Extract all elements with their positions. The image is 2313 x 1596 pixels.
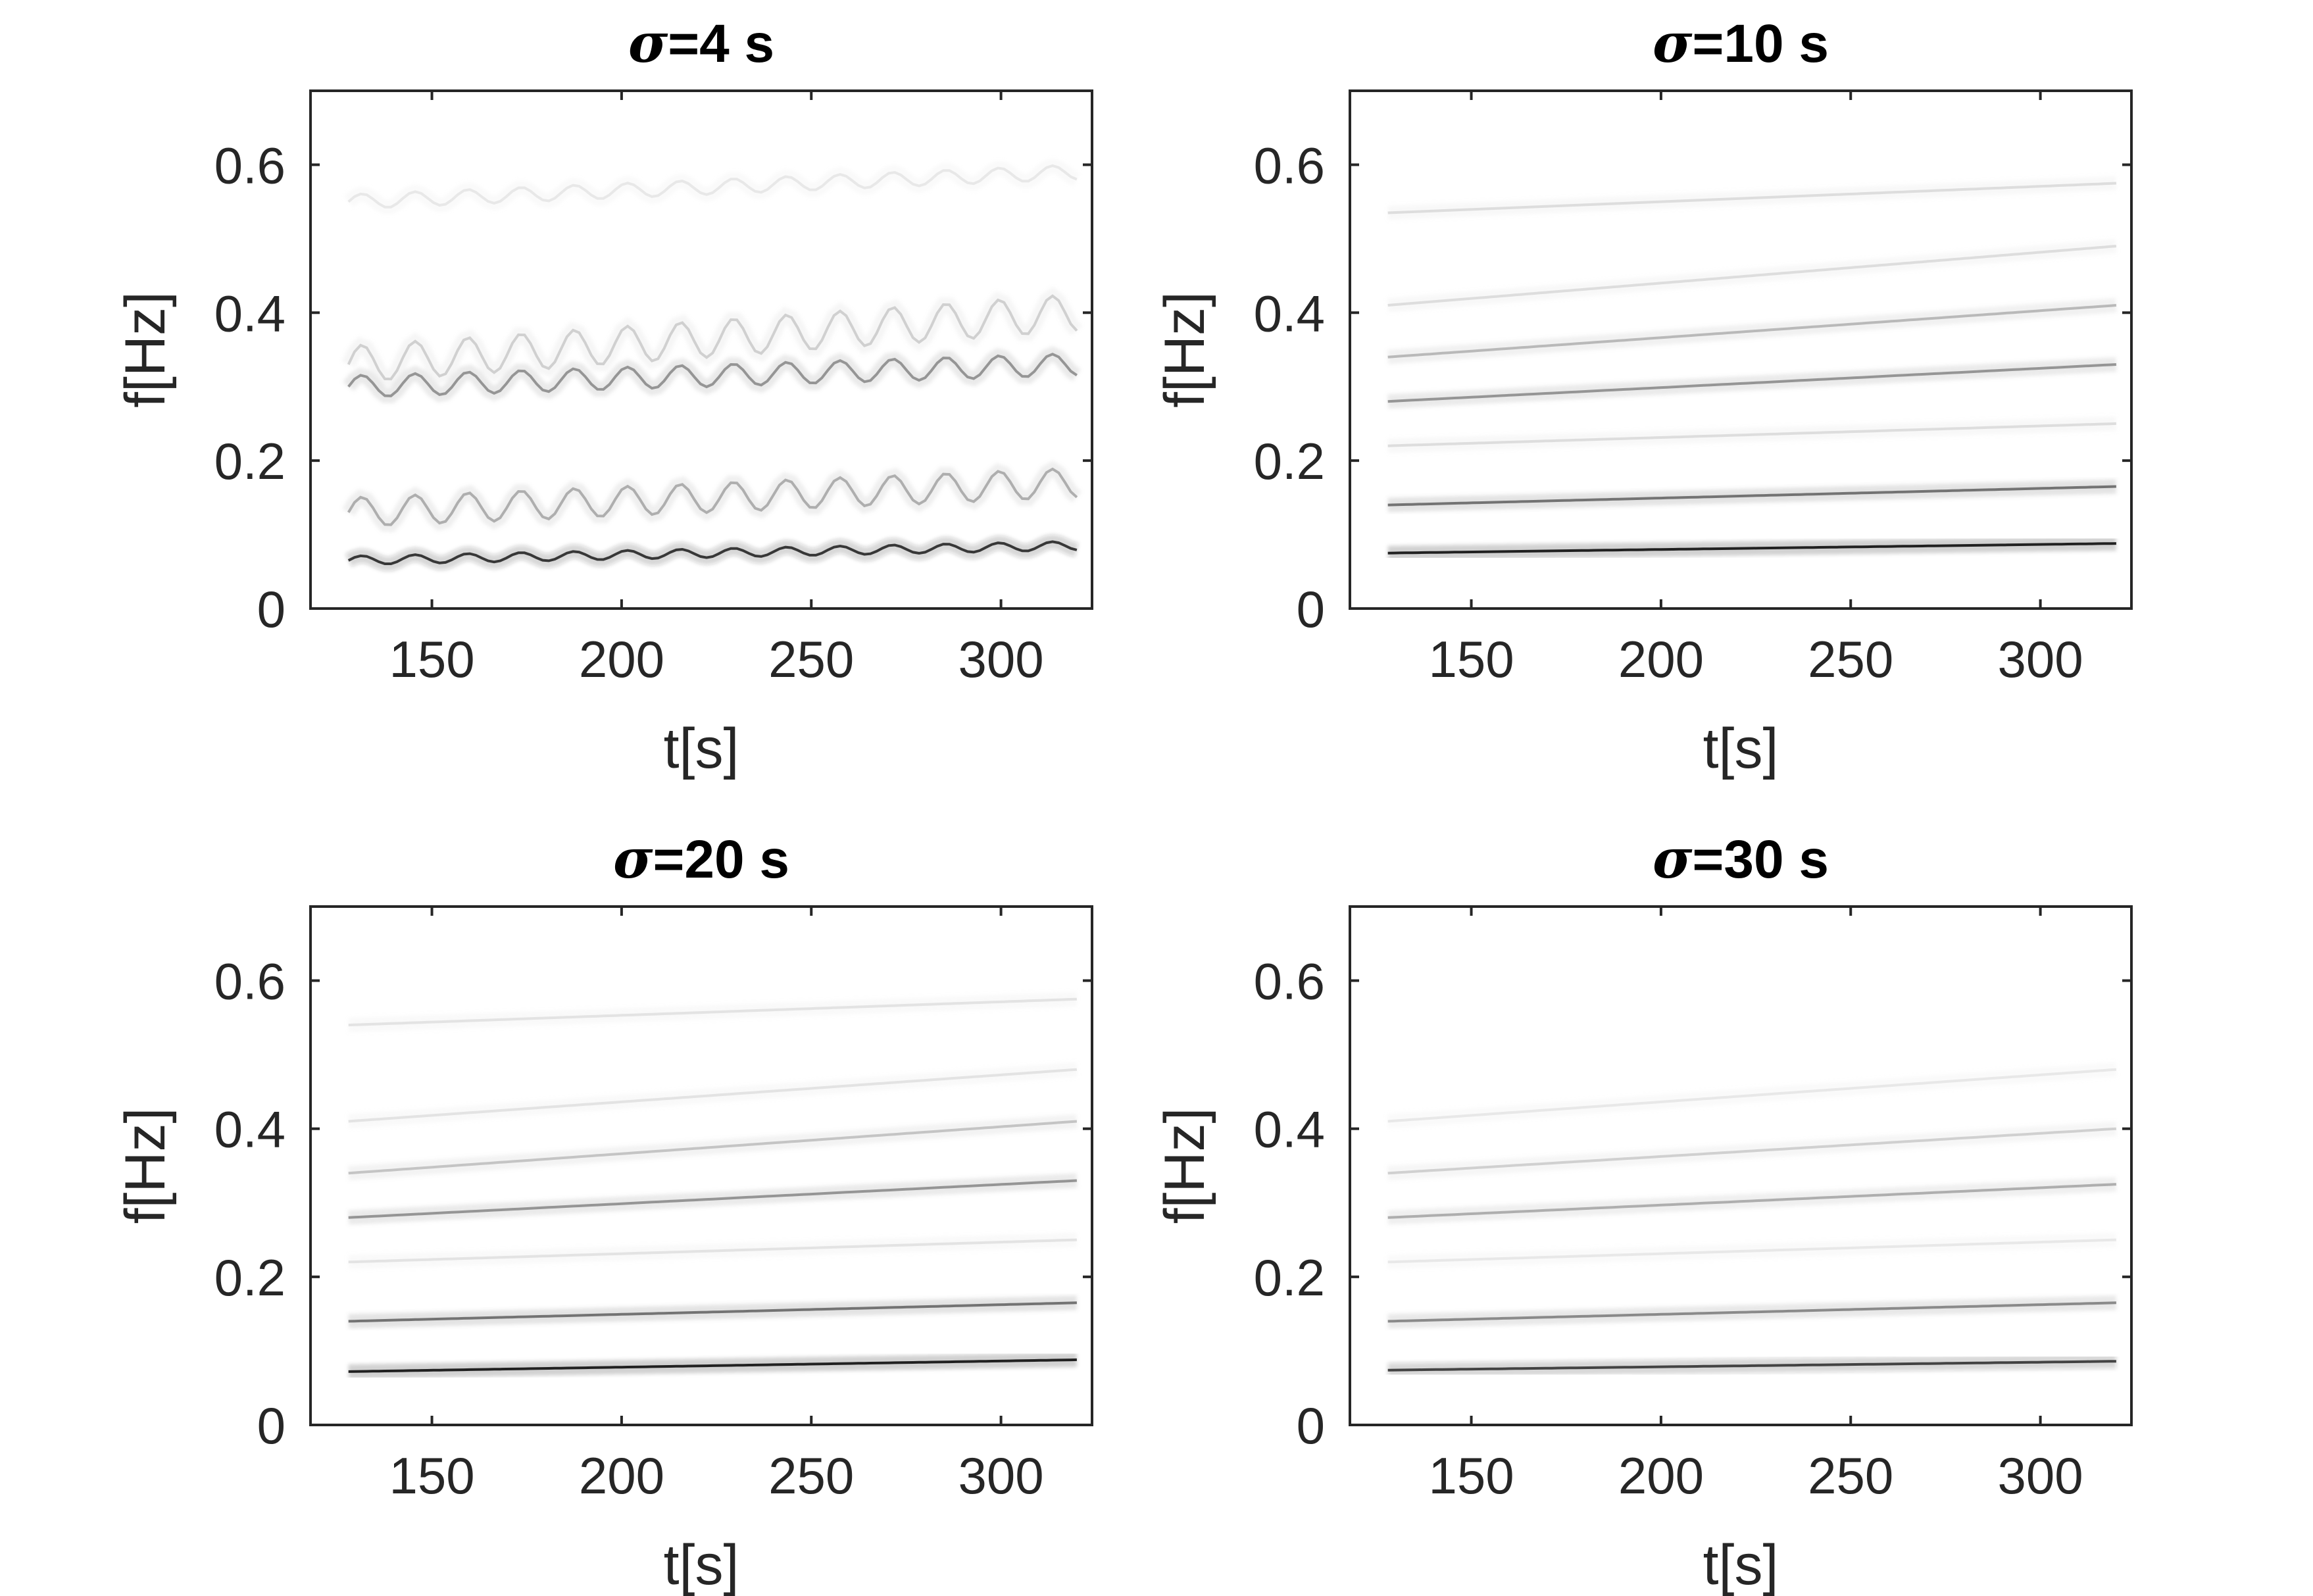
axes-box — [309, 89, 1093, 610]
ridge-line — [348, 1120, 1078, 1175]
title-value: =4 s — [668, 14, 774, 74]
ridge-line — [1387, 1301, 2116, 1323]
x-tick-label: 200 — [1618, 1447, 1704, 1505]
ridge-line — [1387, 422, 2116, 447]
x-tick-label: 250 — [768, 1447, 854, 1505]
axes-box — [309, 905, 1093, 1426]
title-sigma: σ — [613, 828, 653, 891]
chart-title: σ=10 s — [1653, 12, 1829, 75]
y-axis-label: f[Hz] — [1153, 1108, 1216, 1224]
x-tick-label: 150 — [389, 1447, 474, 1505]
title-sigma: σ — [628, 12, 668, 75]
title-value: =20 s — [653, 830, 789, 889]
x-tick-label: 250 — [1808, 630, 1893, 688]
ridge-line — [347, 540, 1078, 565]
ridge-line — [348, 1301, 1077, 1323]
axes-box — [1349, 905, 2133, 1426]
chart-panel-3: 150 200 250 300 0 0.2 0.4 0.6 σ=20 s t[s] f[Hz] — [114, 828, 1093, 1596]
chart-panel-1: 150 200 250 300 0 0.2 0.4 0.6 σ=4 s t[s] f[Hz] — [114, 12, 1093, 780]
ridge-line — [348, 1358, 1077, 1373]
y-axis-label: f[Hz] — [114, 1108, 177, 1224]
y-tick-label: 0.2 — [214, 432, 286, 490]
y-tick-label: 0.4 — [1254, 1101, 1325, 1159]
title-value: =10 s — [1692, 14, 1828, 74]
y-axis-label: f[Hz] — [114, 291, 177, 408]
ridge-line — [347, 467, 1078, 526]
ridge-line — [1387, 182, 2116, 214]
ridge-line — [347, 353, 1078, 397]
y-tick-label: 0.2 — [1254, 432, 1325, 490]
ridge-line — [348, 1179, 1078, 1219]
y-tick-label: 0.6 — [214, 953, 286, 1010]
x-tick-label: 200 — [579, 630, 664, 688]
ridge-line — [1387, 363, 2117, 403]
chart-title: σ=20 s — [613, 828, 789, 891]
ridge-line — [1387, 304, 2117, 359]
ridge-line — [348, 997, 1077, 1027]
chart-title: σ=4 s — [628, 12, 774, 75]
x-tick-label: 300 — [958, 1447, 1044, 1505]
x-axis-label: t[s] — [1703, 717, 1779, 780]
ridge-line — [1387, 542, 2116, 555]
y-tick-label: 0.6 — [1254, 953, 1325, 1010]
chart-title: σ=30 s — [1653, 828, 1829, 891]
x-tick-label: 250 — [1808, 1447, 1893, 1505]
x-tick-label: 150 — [1428, 1447, 1514, 1505]
axes-box — [1349, 89, 2133, 610]
x-tick-label: 200 — [579, 1447, 664, 1505]
ridge-line — [1387, 1238, 2116, 1264]
ridge-line — [348, 1238, 1077, 1264]
chart-panel-4: 150 200 250 300 0 0.2 0.4 0.6 σ=30 s t[s] f[Hz] — [1153, 828, 2133, 1596]
y-tick-label: 0.2 — [214, 1249, 286, 1307]
ridge-line — [1387, 1360, 2116, 1372]
title-sigma: σ — [1653, 12, 1693, 75]
x-tick-label: 300 — [1998, 630, 2083, 688]
x-axis-label: t[s] — [664, 1534, 739, 1596]
ridge-line — [1387, 1183, 2117, 1219]
x-axis-label: t[s] — [1703, 1534, 1779, 1596]
y-tick-label: 0.4 — [1254, 284, 1325, 342]
y-tick-label: 0.4 — [214, 284, 286, 342]
ridge-line — [1387, 245, 2117, 307]
title-sigma: σ — [1653, 828, 1693, 891]
ridge-line — [1387, 1127, 2117, 1175]
title-value: =30 s — [1692, 830, 1828, 889]
ridge-line — [347, 164, 1078, 209]
x-tick-label: 150 — [389, 630, 474, 688]
y-tick-label: 0 — [257, 1397, 286, 1455]
x-axis-label: t[s] — [664, 717, 739, 780]
y-tick-label: 0.6 — [1254, 136, 1325, 194]
ridge-line — [348, 1068, 1078, 1123]
y-tick-label: 0 — [257, 580, 286, 638]
x-tick-label: 150 — [1428, 630, 1514, 688]
x-tick-label: 200 — [1618, 630, 1704, 688]
y-tick-label: 0.4 — [214, 1101, 286, 1159]
y-axis-label: f[Hz] — [1153, 291, 1216, 408]
x-tick-label: 300 — [958, 630, 1044, 688]
ridge-line — [347, 294, 1078, 381]
y-tick-label: 0 — [1297, 580, 1325, 638]
ridge-line — [1387, 1068, 2117, 1123]
y-tick-label: 0.6 — [214, 136, 286, 194]
y-tick-label: 0 — [1297, 1397, 1325, 1455]
y-tick-label: 0.2 — [1254, 1249, 1325, 1307]
ridge-line — [1387, 485, 2116, 507]
chart-panel-2: 150 200 250 300 0 0.2 0.4 0.6 σ=10 s t[s] f[Hz] — [1153, 12, 2133, 780]
x-tick-label: 250 — [768, 630, 854, 688]
x-tick-label: 300 — [1998, 1447, 2083, 1505]
